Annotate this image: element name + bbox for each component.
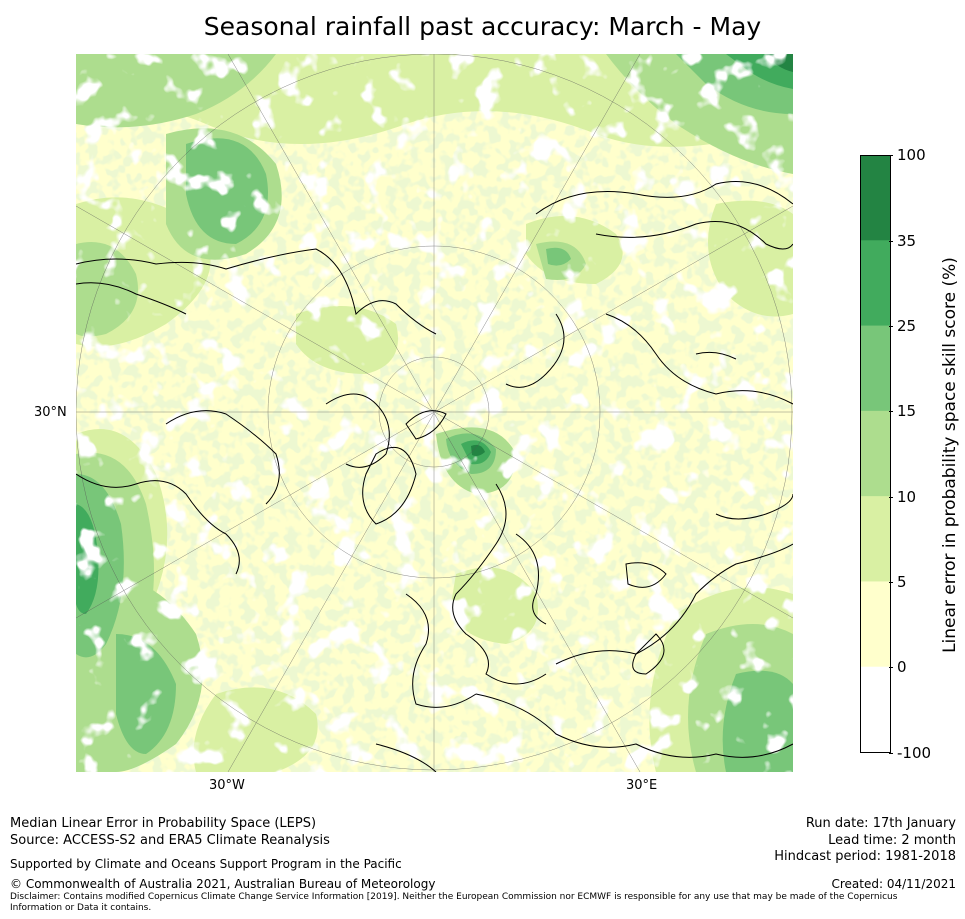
colorbar-tick: 35 (888, 234, 916, 249)
colorbar-bin (860, 581, 890, 668)
chart-title: Seasonal rainfall past accuracy: March -… (203, 12, 762, 41)
colorbar-label: Linear error in probability space skill … (940, 257, 960, 653)
footer-disclaimer: Disclaimer: Contains modified Copernicus… (10, 892, 898, 913)
polar-map[interactable] (76, 54, 793, 772)
footer-created: Created: 04/11/2021 (831, 877, 956, 891)
lon-label-30w: 30°W (209, 778, 245, 793)
colorbar-tick: 5 (889, 575, 907, 590)
footer-source: Source: ACCESS-S2 and ERA5 Climate Reana… (10, 833, 330, 848)
footer-hindcast: Hindcast period: 1981-2018 (774, 849, 956, 864)
coastlines (76, 181, 793, 772)
colorbar-bin (860, 155, 890, 241)
footer-metric: Median Linear Error in Probability Space… (10, 816, 317, 831)
footer-copyright: © Commonwealth of Australia 2021, Austra… (10, 877, 436, 891)
colorbar-bin (860, 240, 890, 327)
colorbar-bin (860, 496, 890, 582)
colorbar-bin (860, 666, 890, 752)
colorbar-tick: -100 (888, 746, 931, 761)
colorbar-bin (860, 325, 890, 412)
colorbar-tick: 0 (889, 660, 907, 675)
lon-label-30e: 30°E (626, 778, 658, 793)
lat-label-30n: 30°N (34, 405, 67, 420)
footer-run-date: Run date: 17th January (805, 816, 956, 831)
colorbar-tick: 15 (888, 404, 916, 419)
colorbar-bin (860, 410, 890, 497)
colorbar-tick: 10 (888, 490, 916, 505)
map-white-patches (76, 54, 793, 772)
colorbar (860, 155, 890, 752)
colorbar-tick: 100 (889, 148, 926, 163)
colorbar-tick: 25 (888, 319, 916, 334)
footer-support: Supported by Climate and Oceans Support … (10, 857, 402, 871)
footer-lead-time: Lead time: 2 month (828, 833, 956, 848)
